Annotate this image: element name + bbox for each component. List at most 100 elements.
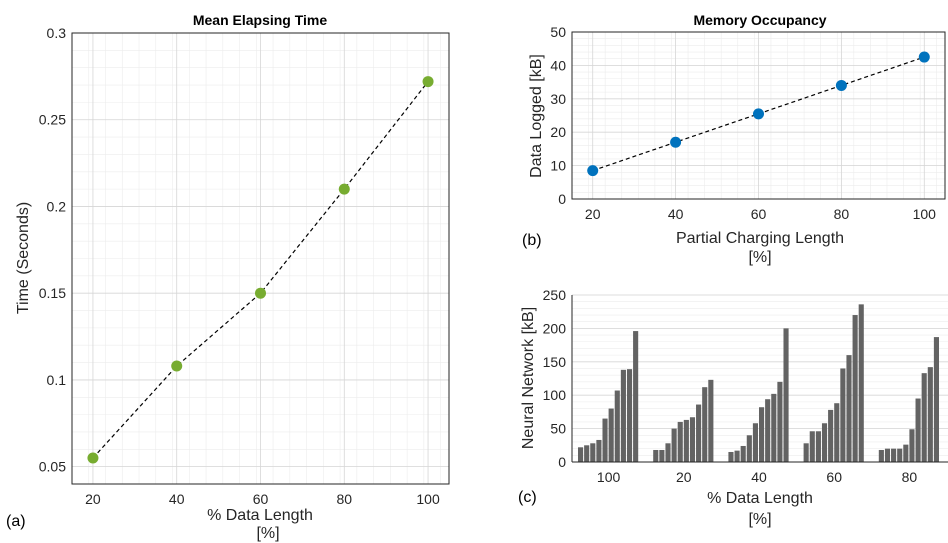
chart-c-bar xyxy=(884,448,891,462)
chart-c-bar xyxy=(746,435,752,462)
chart-c-xtick: 80 xyxy=(902,469,918,485)
chart-c-bar xyxy=(840,368,846,462)
chart-c-bar xyxy=(834,403,840,462)
chart-c-bar xyxy=(671,428,677,462)
chart-c-bar xyxy=(927,367,933,462)
chart-c-bar xyxy=(828,409,834,462)
chart-c-bar xyxy=(897,448,903,462)
chart-a-xtick: 100 xyxy=(416,491,440,507)
chart-a: 20 40 60 80 100 0.05 0.1 0.15 0.2 0.25 0… xyxy=(6,12,450,542)
chart-a-title: Mean Elapsing Time xyxy=(193,12,328,28)
chart-a-ytick: 0.1 xyxy=(47,372,67,388)
chart-a-xlabel: % Data Length xyxy=(207,507,313,524)
chart-c-bar xyxy=(702,387,708,462)
b-data-point xyxy=(587,165,599,177)
chart-c-bar xyxy=(858,304,864,462)
chart-c-bar xyxy=(626,369,633,462)
chart-c-bar xyxy=(878,449,884,462)
chart-c-xtick: 20 xyxy=(676,469,692,485)
chart-c-bar xyxy=(689,417,696,462)
chart-c-bar xyxy=(683,419,689,462)
chart-a-xtick: 40 xyxy=(169,491,185,507)
chart-c-bar xyxy=(659,449,665,462)
chart-c-xlabel-unit: [%] xyxy=(748,511,771,528)
chart-c-ytick: 250 xyxy=(543,287,567,303)
chart-c-ytick: 200 xyxy=(543,320,567,336)
chart-b-axes-box xyxy=(571,31,946,200)
chart-b-ytick: 50 xyxy=(550,24,566,40)
chart-c-bar xyxy=(777,381,783,462)
chart-c-bar xyxy=(903,444,909,462)
chart-c-bar xyxy=(602,418,608,462)
chart-c-bar xyxy=(915,398,921,462)
chart-c-bar xyxy=(933,337,939,462)
chart-b: 20 40 60 80 100 0 10 20 30 40 50 Memory … xyxy=(522,12,946,266)
chart-c-bar xyxy=(803,443,809,462)
chart-c-bar xyxy=(740,445,746,462)
chart-b-panel-label: (b) xyxy=(522,232,542,249)
chart-c-bar xyxy=(696,404,702,462)
chart-a-ytick: 0.05 xyxy=(39,459,66,475)
chart-a-ylabel: Time (Seconds) xyxy=(15,202,32,314)
chart-c-x-ticks: 100 20 40 60 80 xyxy=(597,469,917,485)
a-data-point xyxy=(422,76,434,88)
chart-b-points xyxy=(587,51,930,177)
b-data-point xyxy=(753,108,764,120)
chart-a-ytick: 0.3 xyxy=(47,25,67,41)
a-data-point xyxy=(255,287,266,299)
chart-c-xtick: 40 xyxy=(751,469,767,485)
chart-a-xtick: 20 xyxy=(85,491,101,507)
chart-c-bar xyxy=(783,328,789,462)
chart-b-xtick: 60 xyxy=(751,206,767,222)
chart-c-bar xyxy=(708,379,714,462)
chart-a-points xyxy=(87,76,434,464)
chart-c-ytick: 100 xyxy=(543,387,567,403)
chart-c-bar xyxy=(765,399,771,462)
chart-c-bar xyxy=(633,331,639,462)
b-data-point xyxy=(670,136,682,148)
chart-b-xtick: 80 xyxy=(834,206,850,222)
chart-c-bar xyxy=(653,449,659,462)
chart-a-ytick: 0.25 xyxy=(39,112,66,128)
chart-a-y-ticks: 0.05 0.1 0.15 0.2 0.25 0.3 xyxy=(39,25,66,475)
chart-b-ytick: 0 xyxy=(558,191,566,207)
chart-c-bars xyxy=(578,304,939,462)
chart-b-x-ticks: 20 40 60 80 100 xyxy=(585,206,936,222)
chart-c-bar xyxy=(578,447,584,462)
chart-a-axes-box xyxy=(71,32,450,485)
b-data-point xyxy=(918,51,930,63)
chart-a-x-ticks: 20 40 60 80 100 xyxy=(85,491,440,507)
chart-c-xtick: 100 xyxy=(597,469,621,485)
chart-c-bar xyxy=(815,431,821,462)
chart-c-xlabel: % Data Length xyxy=(707,490,813,507)
chart-c-bar xyxy=(846,355,852,462)
chart-b-ytick: 20 xyxy=(550,124,566,140)
chart-b-ytick: 30 xyxy=(550,91,566,107)
chart-a-xlabel-unit: [%] xyxy=(256,525,279,542)
chart-c-y-ticks: 0 50 100 150 200 250 xyxy=(543,287,567,470)
chart-c-bar xyxy=(809,431,815,462)
chart-c-bar xyxy=(752,423,758,462)
chart-c-bar xyxy=(590,443,596,462)
chart-b-y-ticks: 0 10 20 30 40 50 xyxy=(550,24,566,207)
chart-a-ytick: 0.15 xyxy=(39,285,66,301)
chart-c-bar xyxy=(891,448,897,462)
chart-c: 100 20 40 60 80 0 50 100 150 200 250 % D… xyxy=(518,287,948,528)
chart-c-bar xyxy=(728,451,734,462)
chart-c-bar xyxy=(852,315,858,462)
chart-c-bar xyxy=(921,373,927,462)
chart-c-bar xyxy=(734,450,740,462)
chart-a-xtick: 60 xyxy=(253,491,269,507)
chart-c-bar xyxy=(759,407,765,462)
chart-c-bar xyxy=(596,439,602,462)
b-data-point xyxy=(835,79,847,91)
chart-b-ytick: 40 xyxy=(550,57,566,73)
chart-c-bar xyxy=(614,390,620,462)
chart-c-bar xyxy=(821,423,828,462)
a-data-point xyxy=(338,183,350,195)
chart-a-panel-label: (a) xyxy=(6,513,26,530)
chart-a-trend-line xyxy=(92,81,429,459)
chart-c-bar xyxy=(584,445,590,462)
chart-b-xtick: 40 xyxy=(668,206,684,222)
